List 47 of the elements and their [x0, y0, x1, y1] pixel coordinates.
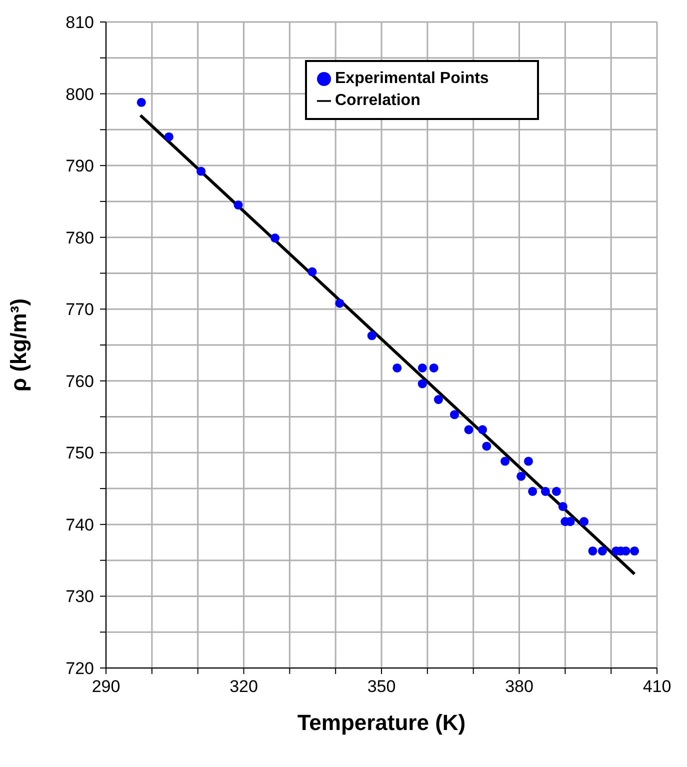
x-tick-label: 380: [505, 677, 534, 696]
x-tick-label: 320: [230, 677, 258, 696]
point: [540, 486, 550, 496]
x-axis-title: Temperature (K): [297, 710, 466, 735]
y-tick-label: 740: [66, 515, 94, 534]
point: [308, 267, 317, 276]
point: [392, 363, 402, 372]
point: [418, 379, 427, 388]
point: [528, 486, 538, 496]
point: [524, 456, 533, 466]
point: [588, 546, 598, 556]
legend-label: Correlation: [335, 92, 420, 109]
y-tick-label: 720: [66, 659, 94, 678]
point: [500, 456, 510, 466]
point: [558, 502, 568, 512]
y-tick-label: 800: [66, 84, 94, 104]
point: [598, 546, 607, 556]
point: [552, 486, 561, 496]
y-tick-label: 770: [66, 300, 94, 320]
y-tick-label: 780: [66, 228, 94, 248]
x-tick-label: 350: [367, 677, 396, 696]
point: [579, 517, 589, 526]
point: [478, 425, 488, 434]
point: [196, 166, 206, 176]
point: [630, 546, 640, 556]
point: [418, 363, 427, 372]
x-tick-label: 290: [92, 677, 120, 696]
legend-label: Experimental Points: [335, 70, 489, 87]
point: [516, 472, 526, 481]
point: [450, 410, 460, 420]
point: [164, 132, 174, 142]
y-tick-label: 750: [66, 444, 94, 463]
y-tick-label: 730: [66, 587, 94, 606]
point: [335, 298, 344, 308]
point: [136, 98, 146, 107]
y-axis-title: ρ (kg/m³): [6, 298, 31, 392]
y-tick-label: 810: [66, 13, 94, 32]
point: [464, 425, 474, 434]
x-tick-label: 410: [642, 677, 672, 696]
point: [434, 395, 443, 404]
y-tick-label: 790: [66, 156, 94, 176]
y-tick-label: 760: [66, 372, 94, 391]
point: [367, 331, 376, 340]
point: [429, 363, 438, 372]
point: [234, 200, 243, 210]
point: [270, 234, 280, 243]
point: [482, 442, 492, 451]
